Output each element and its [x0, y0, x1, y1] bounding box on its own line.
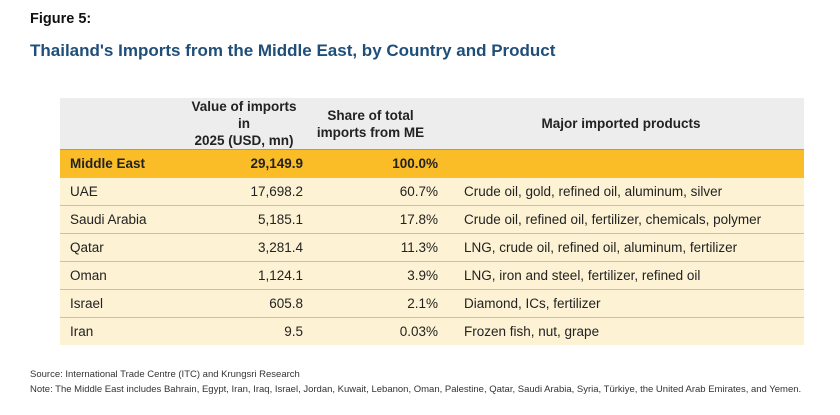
cell-products: Crude oil, gold, refined oil, aluminum, …: [438, 177, 804, 206]
cell-share: 11.3%: [303, 233, 438, 262]
cell-share: 2.1%: [303, 289, 438, 318]
table-row: Israel 605.8 2.1% Diamond, ICs, fertilizer: [60, 289, 804, 318]
header-share-line1: Share of total: [327, 107, 414, 123]
table-header-row: Value of imports in 2025 (USD, mn) Share …: [60, 98, 804, 150]
total-row: Middle East 29,149.9 100.0%: [60, 149, 804, 178]
cell-products: LNG, crude oil, refined oil, aluminum, f…: [438, 233, 804, 262]
header-value-line1: Value of imports in: [191, 99, 297, 131]
figure-label: Figure 5:: [30, 11, 92, 27]
header-value-line2: 2025 (USD, mn): [194, 133, 294, 148]
cell-products: [438, 149, 804, 178]
cell-products: Crude oil, refined oil, fertilizer, chem…: [438, 205, 804, 234]
cell-country: Iran: [60, 317, 185, 345]
cell-value: 3,281.4: [185, 233, 303, 262]
cell-country: Middle East: [60, 149, 185, 178]
cell-country: Israel: [60, 289, 185, 318]
cell-country: Saudi Arabia: [60, 205, 185, 234]
cell-value: 29,149.9: [185, 149, 303, 178]
figure-title: Thailand's Imports from the Middle East,…: [30, 41, 556, 60]
cell-share: 60.7%: [303, 177, 438, 206]
cell-products: Frozen fish, nut, grape: [438, 317, 804, 345]
table-row: Iran 9.5 0.03% Frozen fish, nut, grape: [60, 317, 804, 345]
header-country: [60, 98, 185, 150]
cell-country: UAE: [60, 177, 185, 206]
imports-table: Value of imports in 2025 (USD, mn) Share …: [60, 98, 804, 345]
table-row: UAE 17,698.2 60.7% Crude oil, gold, refined…: [60, 177, 804, 206]
region-note: Note: The Middle East includes Bahrain, …: [30, 384, 802, 395]
header-products: Major imported products: [438, 98, 804, 150]
header-share: Share of total imports from ME: [303, 98, 438, 150]
cell-value: 1,124.1: [185, 261, 303, 290]
cell-share: 0.03%: [303, 317, 438, 345]
cell-value: 605.8: [185, 289, 303, 318]
cell-value: 9.5: [185, 317, 303, 345]
cell-country: Qatar: [60, 233, 185, 262]
cell-value: 17,698.2: [185, 177, 303, 206]
cell-products: Diamond, ICs, fertilizer: [438, 289, 804, 318]
header-value: Value of imports in 2025 (USD, mn): [185, 98, 303, 150]
cell-share: 3.9%: [303, 261, 438, 290]
cell-share: 100.0%: [303, 149, 438, 178]
cell-products: LNG, iron and steel, fertilizer, refined…: [438, 261, 804, 290]
cell-value: 5,185.1: [185, 205, 303, 234]
header-share-line2: imports from ME: [316, 124, 425, 140]
table-row: Qatar 3,281.4 11.3% LNG, crude oil, refined…: [60, 233, 804, 262]
footnotes: Source: International Trade Centre (ITC)…: [30, 367, 801, 397]
cell-share: 17.8%: [303, 205, 438, 234]
table-row: Oman 1,124.1 3.9% LNG, iron and steel, fert…: [60, 261, 804, 290]
table-row: Saudi Arabia 5,185.1 17.8% Crude oil, refin…: [60, 205, 804, 234]
cell-country: Oman: [60, 261, 185, 290]
source-note: Source: International Trade Centre (ITC)…: [30, 369, 300, 380]
